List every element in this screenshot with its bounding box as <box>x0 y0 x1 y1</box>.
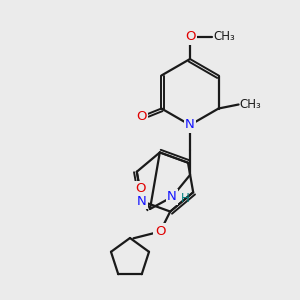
Text: O: O <box>135 182 145 196</box>
Text: O: O <box>185 31 195 44</box>
Text: O: O <box>155 225 166 238</box>
Text: CH₃: CH₃ <box>213 31 235 44</box>
Text: N: N <box>185 118 195 131</box>
Text: N: N <box>167 190 177 203</box>
Text: H: H <box>181 191 190 205</box>
Text: N: N <box>137 195 147 208</box>
Text: O: O <box>136 110 147 123</box>
Text: CH₃: CH₃ <box>240 98 261 111</box>
